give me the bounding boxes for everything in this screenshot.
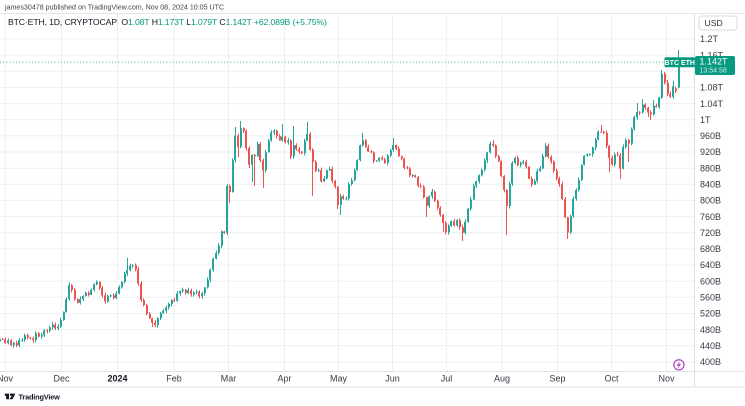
svg-text:800B: 800B	[700, 196, 721, 206]
svg-text:640B: 640B	[700, 260, 721, 270]
svg-text:Mar: Mar	[221, 374, 237, 384]
svg-text:480B: 480B	[700, 325, 721, 335]
svg-text:Feb: Feb	[166, 374, 182, 384]
svg-text:BTC·ETH, 1D, CRYPTOCAP O1.08T: BTC·ETH, 1D, CRYPTOCAP O1.08T H1.173T L1…	[8, 17, 327, 27]
svg-text:1T: 1T	[700, 115, 711, 125]
svg-text:400B: 400B	[700, 357, 721, 367]
svg-text:1.2T: 1.2T	[700, 34, 719, 44]
svg-text:BTC ETH: BTC ETH	[665, 60, 695, 67]
svg-text:1.16T: 1.16T	[700, 50, 724, 60]
svg-text:Oct: Oct	[604, 374, 619, 384]
svg-text:james30478 published on Tradin: james30478 published on TradingView.com,…	[4, 4, 224, 12]
svg-text:13:54:58: 13:54:58	[700, 68, 727, 75]
svg-text:560B: 560B	[700, 293, 721, 303]
svg-text:600B: 600B	[700, 276, 721, 286]
svg-text:760B: 760B	[700, 212, 721, 222]
svg-text:Jul: Jul	[441, 374, 453, 384]
svg-text:USD: USD	[705, 18, 723, 28]
svg-text:680B: 680B	[700, 244, 721, 254]
svg-text:Apr: Apr	[277, 374, 291, 384]
svg-text:1.142T: 1.142T	[700, 57, 729, 67]
svg-text:1.04T: 1.04T	[700, 99, 724, 109]
svg-text:520B: 520B	[700, 309, 721, 319]
svg-text:Sep: Sep	[549, 374, 565, 384]
svg-text:TradingView: TradingView	[19, 393, 61, 402]
svg-text:2024: 2024	[107, 374, 127, 384]
svg-text:880B: 880B	[700, 163, 721, 173]
svg-text:960B: 960B	[700, 131, 721, 141]
svg-text:1.08T: 1.08T	[700, 83, 724, 93]
svg-text:Jun: Jun	[385, 374, 400, 384]
svg-text:Aug: Aug	[494, 374, 510, 384]
svg-text:Nov: Nov	[658, 374, 675, 384]
svg-text:Nov: Nov	[0, 374, 13, 384]
svg-text:720B: 720B	[700, 228, 721, 238]
svg-text:920B: 920B	[700, 147, 721, 157]
svg-text:440B: 440B	[700, 341, 721, 351]
svg-text:840B: 840B	[700, 180, 721, 190]
svg-text:May: May	[330, 374, 348, 384]
svg-text:Dec: Dec	[53, 374, 70, 384]
